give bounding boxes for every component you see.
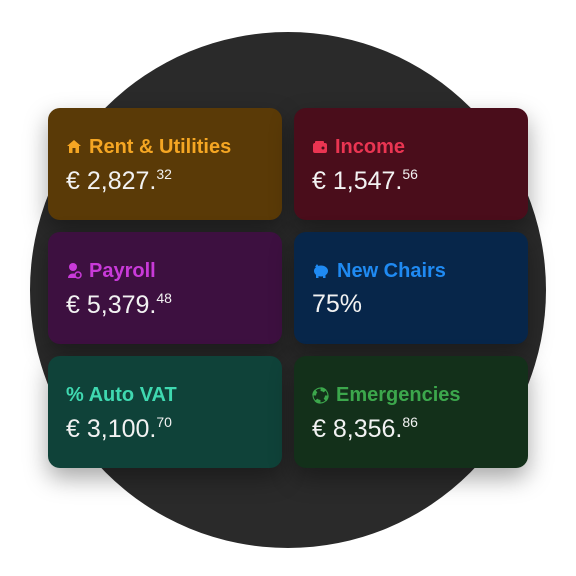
card-title: Income	[335, 135, 406, 158]
card[interactable]: Emergencies € 8,356.86	[294, 356, 528, 468]
person-icon	[68, 263, 82, 279]
card-title: New Chairs	[337, 259, 446, 282]
amount: € 2,827.	[66, 167, 157, 195]
card-title: % Auto VAT	[66, 383, 177, 406]
card-header: Income	[312, 134, 528, 160]
card-header: Payroll	[66, 258, 282, 284]
card[interactable]: Rent & Utilities € 2,827.32	[48, 108, 282, 220]
amount: € 8,356.	[312, 415, 403, 443]
card-header: Emergencies	[312, 382, 528, 408]
card[interactable]: Income € 1,547.56	[294, 108, 528, 220]
card-header: New Chairs	[312, 258, 528, 284]
card-amount: € 1,547.56	[312, 166, 528, 196]
card-title: Payroll	[89, 259, 156, 282]
card-amount: 75%	[312, 290, 528, 319]
card-amount: € 5,379.48	[66, 290, 282, 320]
card[interactable]: New Chairs 75%	[294, 232, 528, 344]
cents: 32	[156, 166, 172, 182]
card-header: Rent & Utilities	[66, 134, 282, 160]
card-title: Rent & Utilities	[89, 135, 232, 158]
card-header: % Auto VAT	[66, 382, 282, 408]
cents: 48	[156, 290, 172, 306]
cents: 56	[402, 166, 418, 182]
card-amount: € 3,100.70	[66, 414, 282, 444]
card[interactable]: Payroll € 5,379.48	[48, 232, 282, 344]
cents: 70	[156, 414, 172, 430]
amount: € 1,547.	[312, 167, 403, 195]
amount: 75%	[312, 290, 363, 318]
wallet-icon	[313, 141, 327, 153]
card[interactable]: % Auto VAT € 3,100.70	[48, 356, 282, 468]
lifebuoy-icon	[312, 386, 329, 404]
amount: € 5,379.	[66, 291, 157, 319]
card-amount: € 2,827.32	[66, 166, 282, 196]
piggy-icon	[314, 264, 328, 278]
cents: 86	[402, 414, 418, 430]
amount: € 3,100.	[66, 415, 157, 443]
card-title: Emergencies	[336, 383, 461, 406]
card-amount: € 8,356.86	[312, 414, 528, 444]
home-icon	[67, 140, 81, 153]
